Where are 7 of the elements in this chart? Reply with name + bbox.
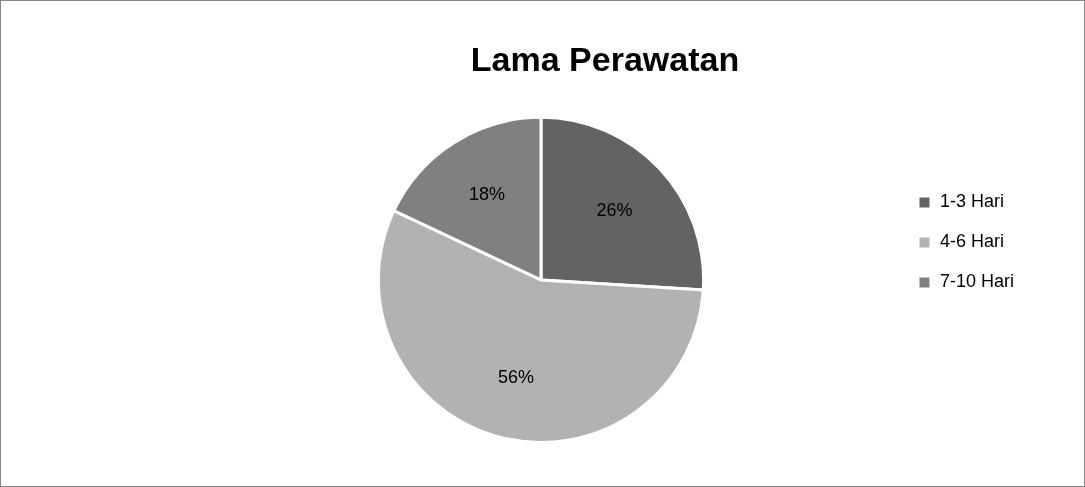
chart-title: Lama Perawatan bbox=[470, 39, 740, 78]
legend-label: 1-3 Hari bbox=[939, 191, 1004, 212]
data-label: 18% bbox=[468, 183, 505, 204]
legend-label: 7-10 Hari bbox=[939, 271, 1014, 292]
legend-label: 4-6 Hari bbox=[939, 231, 1004, 252]
data-label: 56% bbox=[497, 366, 534, 387]
data-label: 26% bbox=[596, 199, 633, 220]
